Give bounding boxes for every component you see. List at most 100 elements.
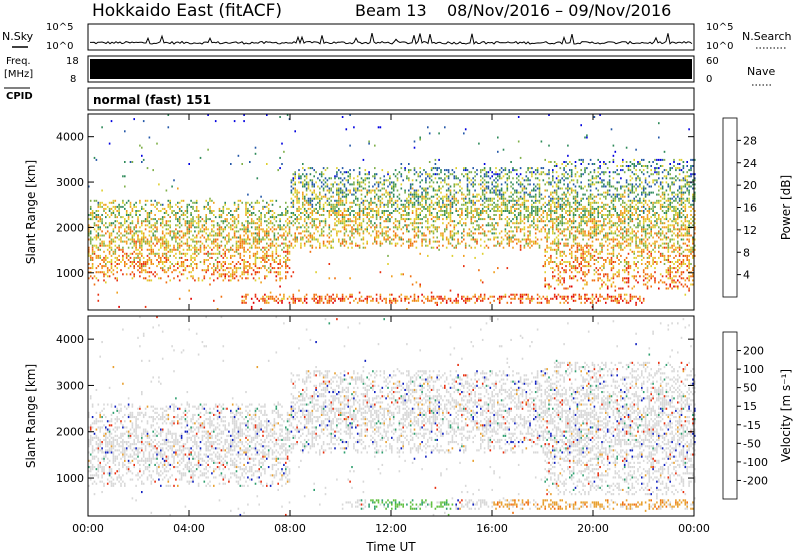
power-cell <box>209 263 211 265</box>
power-cell <box>298 210 300 212</box>
power-cell <box>502 210 505 212</box>
power-cell <box>343 183 346 186</box>
power-cell <box>559 216 562 219</box>
power-cell <box>555 185 558 188</box>
power-cell <box>498 301 501 304</box>
power-cell <box>320 214 323 216</box>
power-cell <box>495 191 497 194</box>
power-cell <box>224 203 226 206</box>
power-cell <box>319 199 321 202</box>
power-cell <box>536 242 539 245</box>
power-cell <box>413 193 416 196</box>
power-cell <box>538 207 541 210</box>
power-cell <box>578 175 581 178</box>
power-cell <box>182 269 185 272</box>
power-cell <box>190 199 192 202</box>
power-cell <box>317 218 319 221</box>
power-cell <box>258 201 260 204</box>
power-cell <box>555 216 558 219</box>
power-cell <box>144 240 147 243</box>
power-cell <box>428 214 431 216</box>
power-cell <box>580 301 582 304</box>
power-cell <box>303 199 306 202</box>
power-cell <box>213 279 215 282</box>
power-cell <box>389 220 391 223</box>
power-cell <box>434 177 437 180</box>
power-cell <box>231 277 234 280</box>
power-cell <box>546 232 548 235</box>
power-cell <box>480 187 482 190</box>
power-cell <box>336 201 338 204</box>
power-cell <box>125 230 128 233</box>
power-cell <box>286 265 289 268</box>
power-cell <box>521 177 524 180</box>
power-cell <box>406 201 408 204</box>
power-cell <box>472 177 474 180</box>
power-cell <box>569 308 571 310</box>
power-cell <box>101 234 103 237</box>
power-cell <box>156 252 158 255</box>
power-cell <box>311 210 314 212</box>
power-cell <box>392 299 395 302</box>
power-cell <box>319 234 321 237</box>
power-cell <box>300 246 302 249</box>
power-cell <box>559 254 562 257</box>
power-cell <box>569 203 571 206</box>
power-cell <box>398 238 401 241</box>
power-cell <box>286 271 289 274</box>
power-cell <box>320 175 323 178</box>
power-cell <box>569 230 571 233</box>
power-cell <box>508 218 510 221</box>
power-cell <box>576 259 579 261</box>
power-cell <box>553 232 556 235</box>
power-cell <box>362 179 365 182</box>
power-cell <box>540 228 543 231</box>
power-cell <box>105 281 107 284</box>
power-cell <box>461 240 463 243</box>
power-cell <box>567 163 569 165</box>
power-cell <box>233 201 236 204</box>
power-cell <box>88 230 90 233</box>
power-cell <box>375 181 378 184</box>
power-cell <box>197 226 200 229</box>
power-cell <box>267 210 270 212</box>
power-cell <box>366 299 368 302</box>
power-cell <box>423 205 425 208</box>
power-cell <box>493 299 495 302</box>
power-cell <box>243 248 245 251</box>
power-cell <box>154 275 156 278</box>
power-cell <box>483 167 486 170</box>
power-cell <box>273 244 276 247</box>
power-cell <box>267 232 270 235</box>
power-cell <box>288 250 291 253</box>
power-cell <box>523 201 526 204</box>
power-cell <box>89 267 92 270</box>
power-cell <box>529 224 531 227</box>
power-cell <box>570 265 573 268</box>
power-cell <box>572 234 575 237</box>
power-cell <box>550 161 552 163</box>
power-cell <box>436 167 438 170</box>
power-cell <box>472 238 474 241</box>
power-cell <box>209 199 211 202</box>
power-cell <box>101 126 103 129</box>
power-cell <box>315 218 317 221</box>
power-cell <box>559 271 562 274</box>
power-cell <box>184 252 187 255</box>
power-cell <box>137 256 139 259</box>
power-cell <box>385 210 387 212</box>
power-cell <box>207 114 209 116</box>
power-cell <box>328 216 331 219</box>
power-cell <box>192 277 194 280</box>
power-cell <box>201 218 204 221</box>
power-cell <box>275 216 278 219</box>
power-cell <box>487 205 490 208</box>
power-cell <box>171 212 173 214</box>
power-cell <box>95 224 98 227</box>
power-cell <box>449 242 452 245</box>
power-cell <box>161 203 164 206</box>
power-cell <box>334 224 336 227</box>
power-cell <box>552 222 554 225</box>
power-cell <box>445 238 448 241</box>
power-cell <box>95 210 98 212</box>
